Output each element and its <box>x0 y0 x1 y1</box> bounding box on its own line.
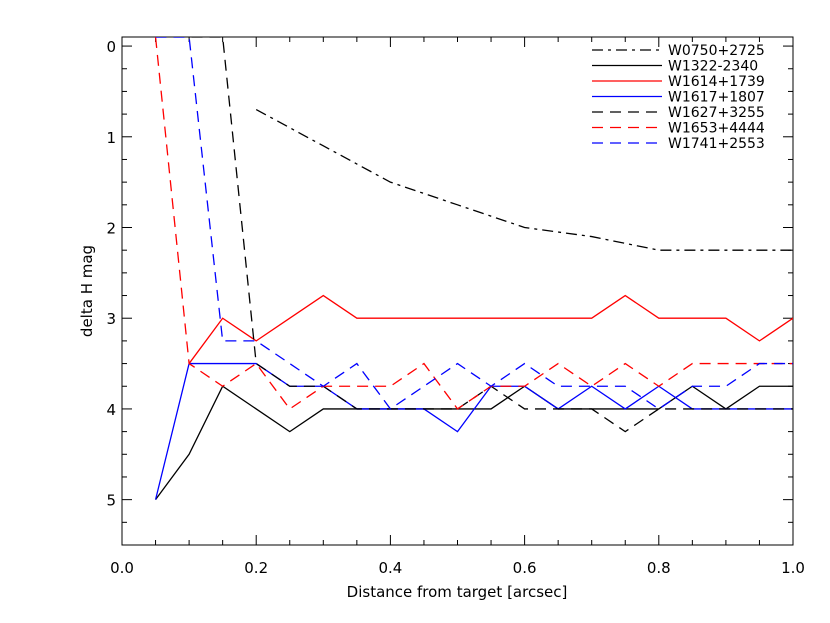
x-tick-label: 0.4 <box>378 559 402 577</box>
y-tick-label: 3 <box>106 310 116 328</box>
y-tick-label: 2 <box>106 220 116 238</box>
y-tick-label: 1 <box>106 129 116 147</box>
y-axis-label: delta H mag <box>78 245 96 337</box>
series-line-w1653-4444 <box>154 37 793 410</box>
legend-label: W1614+1739 <box>668 74 765 90</box>
y-tick-label: 4 <box>106 401 116 419</box>
legend-label: W1741+2553 <box>668 136 765 152</box>
legend-label: W0750+2725 <box>668 43 765 59</box>
series-line-w0750-2725 <box>255 108 793 251</box>
series-line-w1322-2340 <box>155 385 793 501</box>
legend: W0750+2725W1322-2340W1614+1739W1617+1807… <box>592 43 765 152</box>
x-tick-label: 1.0 <box>781 559 805 577</box>
x-tick-label: 0.0 <box>110 559 134 577</box>
series-line-w1741-2553 <box>155 37 793 410</box>
y-tick-label: 5 <box>106 492 116 510</box>
series-line-w1617-1807 <box>154 362 793 500</box>
x-tick-label: 0.8 <box>647 559 671 577</box>
legend-label: W1627+3255 <box>668 105 765 121</box>
legend-label: W1322-2340 <box>668 59 758 75</box>
series-group <box>154 37 793 501</box>
ticks: 0.0 0.2 0.4 0.6 0.8 1.0 0 1 2 3 4 5 <box>106 37 805 577</box>
x-axis-label: Distance from target [arcsec] <box>347 583 568 601</box>
x-tick-label: 0.2 <box>244 559 268 577</box>
series-line-w1614-1739 <box>188 294 793 364</box>
legend-label: W1617+1807 <box>668 90 765 106</box>
y-tick-label: 0 <box>106 38 116 56</box>
x-tick-label: 0.6 <box>513 559 537 577</box>
legend-label: W1653+4444 <box>668 121 765 137</box>
